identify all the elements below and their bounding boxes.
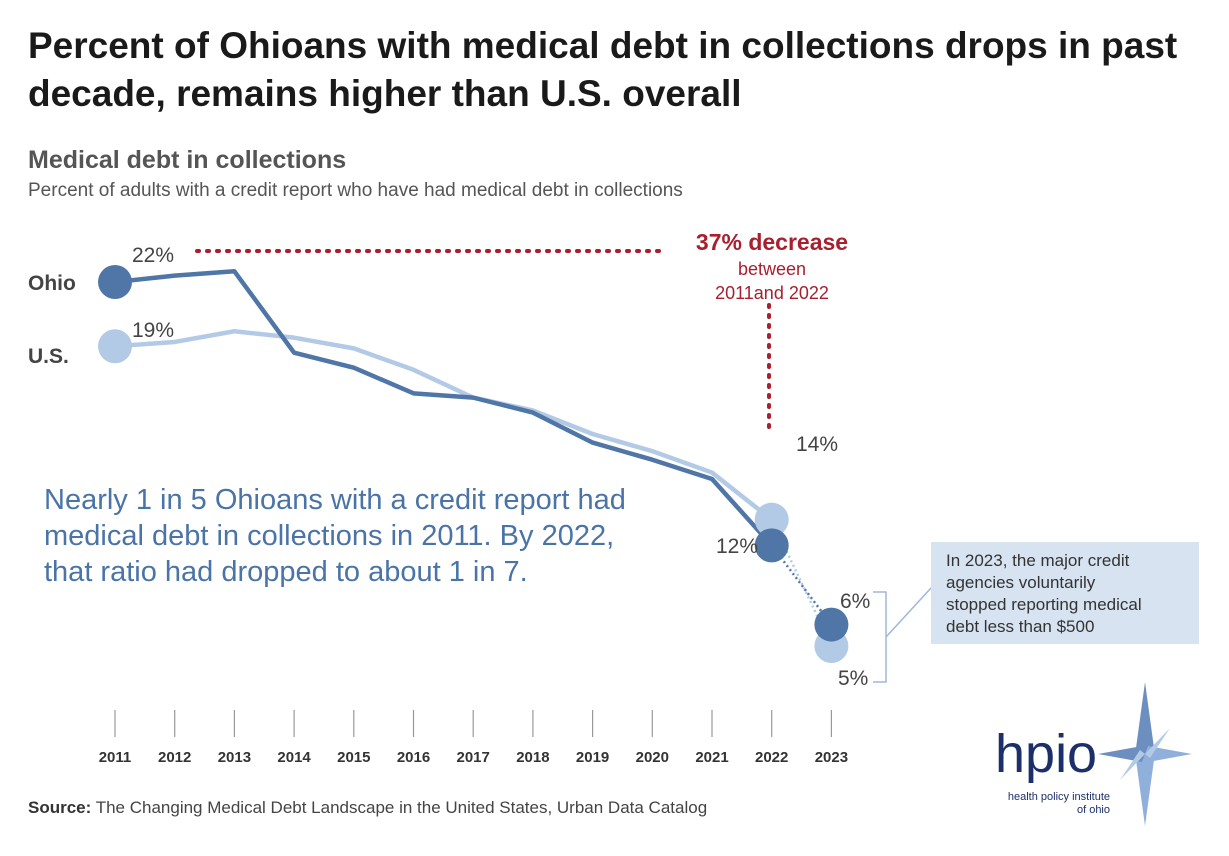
annotation-line-2: 2011and 2022 — [715, 283, 829, 303]
x-tick-label: 2023 — [815, 749, 848, 766]
note-box — [931, 542, 1199, 644]
data-label-ohio-2023: 6% — [840, 590, 870, 613]
source-text: The Changing Medical Debt Landscape in t… — [95, 798, 708, 817]
note-bracket — [873, 591, 887, 683]
logo-wordmark: hpio — [995, 724, 1097, 784]
chart-description: Percent of adults with a credit report w… — [28, 180, 683, 201]
data-label-us-2023: 5% — [838, 667, 868, 690]
chart-title: Percent of Ohioans with medical debt in … — [28, 25, 1178, 114]
data-label-ohio-2011: 22% — [132, 244, 174, 267]
x-tick-label: 2011 — [99, 749, 132, 766]
compass-star-icon — [1098, 682, 1192, 826]
series-line-ohio — [114, 269, 774, 547]
annotation-headline: 37% decrease — [696, 229, 848, 255]
data-point-us — [754, 502, 789, 537]
note-connector — [885, 587, 932, 638]
annotation-line-1: between — [738, 259, 806, 279]
note-line: debt less than $500 — [946, 617, 1094, 636]
source-label: Source: — [28, 798, 92, 817]
callout-text: Nearly 1 in 5 Ohioans with a credit repo… — [44, 484, 626, 588]
data-label-us-2011: 19% — [132, 319, 174, 342]
data-point-us — [98, 329, 132, 364]
data-label-ohio-2022: 14% — [796, 433, 838, 456]
x-tick-label: 2014 — [277, 749, 311, 766]
x-tick-label: 2015 — [337, 749, 370, 766]
logo-tagline-1: health policy institute — [1008, 791, 1110, 803]
logo-tagline-2: of ohio — [1077, 804, 1110, 816]
data-point-ohio — [814, 607, 849, 642]
x-tick-label: 2016 — [397, 749, 430, 766]
data-point-ohio — [754, 528, 789, 563]
source-note: Source: The Changing Medical Debt Landsc… — [28, 798, 707, 818]
series-line-us — [114, 328, 774, 522]
note-line: In 2023, the major credit — [946, 551, 1130, 570]
x-tick-label: 2017 — [457, 749, 490, 766]
x-tick-label: 2020 — [636, 749, 669, 766]
x-tick-label: 2018 — [516, 749, 549, 766]
x-tick-label: 2022 — [755, 749, 788, 766]
x-tick-label: 2012 — [158, 749, 191, 766]
data-point-ohio — [98, 265, 132, 299]
note-line: stopped reporting medical — [946, 595, 1142, 614]
x-tick-label: 2019 — [576, 749, 609, 766]
x-tick-label: 2013 — [218, 749, 251, 766]
chart-subtitle: Medical debt in collections — [28, 146, 347, 174]
series-label-us: U.S. — [28, 345, 69, 368]
data-label-us-2022: 12% — [716, 535, 758, 558]
series-label-ohio: Ohio — [28, 272, 76, 295]
x-tick-label: 2021 — [695, 749, 728, 766]
hpio-logo: hpio health policy institute of ohio — [995, 682, 1192, 826]
note-line: agencies voluntarily — [946, 573, 1096, 592]
